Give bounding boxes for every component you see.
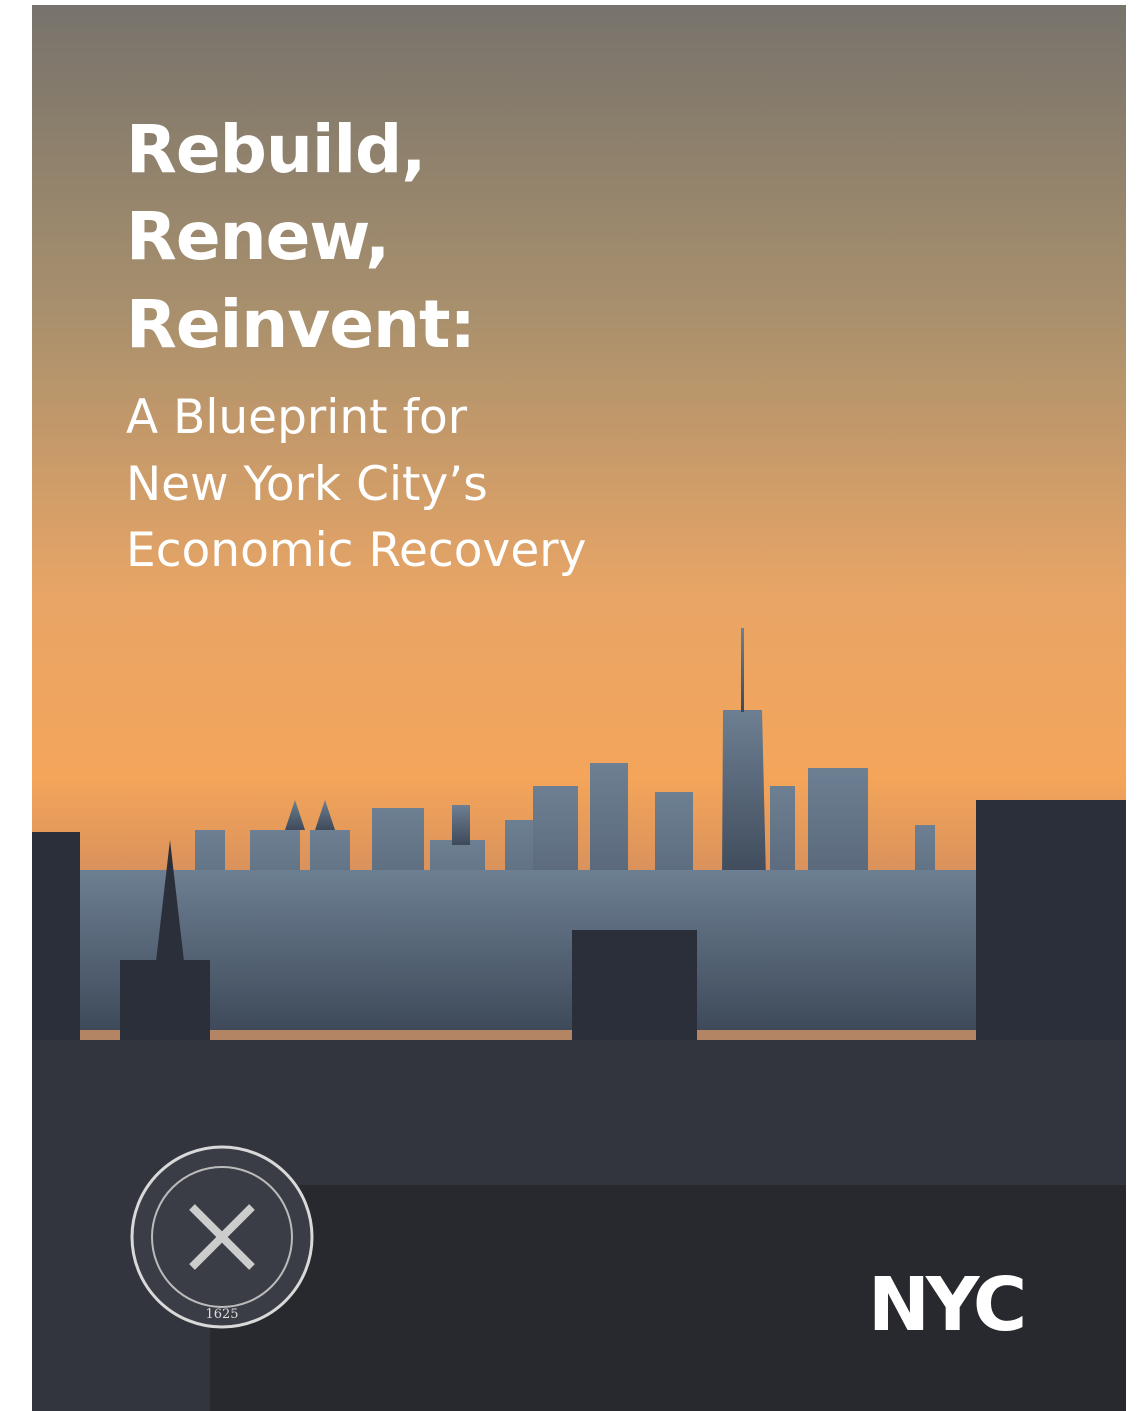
title-line: Rebuild,: [126, 111, 425, 188]
title-line: Renew,: [126, 198, 389, 275]
logo: NYC: [868, 1262, 1023, 1348]
seal-year: 1625: [205, 1307, 238, 1322]
title: Rebuild, Renew, Reinvent: A Blueprint fo…: [126, 111, 586, 578]
subtitle-line: New York City’s: [126, 457, 488, 512]
subtitle-line: A Blueprint for: [126, 390, 468, 445]
subtitle-line: Economic Recovery: [126, 523, 586, 578]
seal: 1625: [130, 1145, 314, 1329]
title-line: Reinvent:: [126, 286, 475, 363]
skyline: [80, 628, 980, 1033]
